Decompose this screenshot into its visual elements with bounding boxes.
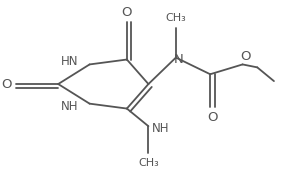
Text: O: O	[240, 50, 251, 63]
Text: HN: HN	[61, 55, 79, 68]
Text: O: O	[122, 6, 132, 19]
Text: O: O	[207, 111, 218, 124]
Text: NH: NH	[61, 100, 79, 113]
Text: NH: NH	[152, 122, 169, 135]
Text: CH₃: CH₃	[166, 13, 186, 23]
Text: N: N	[174, 53, 184, 66]
Text: O: O	[1, 78, 11, 91]
Text: CH₃: CH₃	[138, 158, 159, 168]
